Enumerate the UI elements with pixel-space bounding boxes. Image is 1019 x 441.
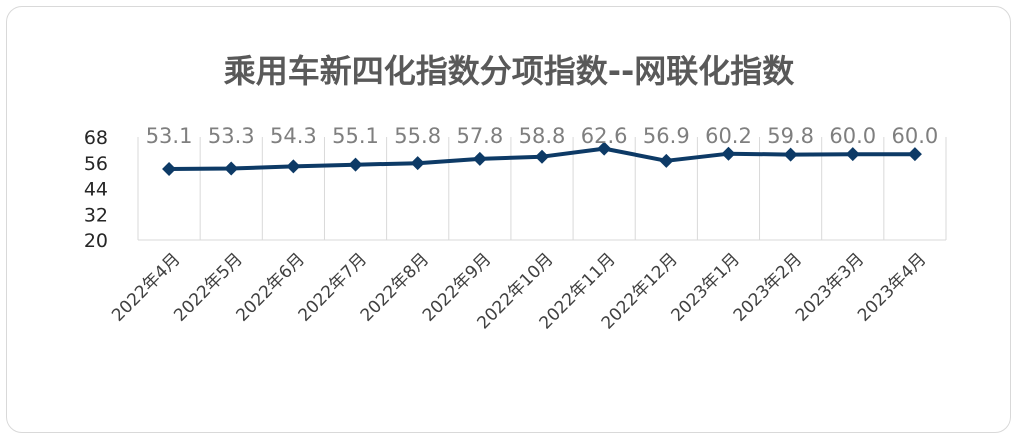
data-label: 55.1 bbox=[332, 124, 379, 148]
data-point-marker bbox=[783, 147, 798, 162]
data-label: 59.8 bbox=[767, 124, 814, 148]
data-point-marker bbox=[224, 161, 239, 176]
data-point-marker bbox=[597, 141, 612, 156]
data-point-marker bbox=[286, 159, 301, 174]
data-point-marker bbox=[659, 153, 674, 168]
data-point-marker bbox=[721, 146, 736, 161]
chart-title: 乘用车新四化指数分项指数--网联化指数 bbox=[224, 52, 796, 90]
y-tick-label: 20 bbox=[84, 230, 108, 252]
data-label: 53.3 bbox=[208, 124, 255, 148]
data-label: 57.8 bbox=[456, 124, 503, 148]
y-tick-label: 56 bbox=[84, 153, 108, 175]
data-labels: 53.1 53.3 54.3 55.1 55.8 57.8 58.8 62.6 56.9 60.2… bbox=[146, 124, 939, 148]
data-point-marker bbox=[845, 147, 860, 162]
series-line-group bbox=[162, 141, 922, 176]
y-tick-label: 32 bbox=[84, 204, 108, 226]
x-axis: 2022年4月2022年5月2022年6月2022年7月2022年8月2022年… bbox=[108, 249, 930, 333]
data-label: 60.0 bbox=[892, 124, 939, 148]
data-label: 58.8 bbox=[519, 124, 566, 148]
y-axis: 20 32 44 56 68 bbox=[84, 127, 108, 252]
data-label: 54.3 bbox=[270, 124, 317, 148]
data-label: 60.2 bbox=[705, 124, 752, 148]
y-tick-label: 44 bbox=[84, 179, 108, 201]
data-label: 55.8 bbox=[394, 124, 441, 148]
chart-frame bbox=[6, 6, 1011, 433]
data-label: 62.6 bbox=[581, 124, 628, 148]
data-point-marker bbox=[907, 147, 922, 162]
data-label: 53.1 bbox=[146, 124, 193, 148]
data-point-marker bbox=[162, 161, 177, 176]
data-point-marker bbox=[472, 151, 487, 166]
data-point-marker bbox=[535, 149, 549, 164]
data-point-marker bbox=[410, 156, 425, 171]
data-point-marker bbox=[348, 157, 363, 172]
data-label: 60.0 bbox=[829, 124, 876, 148]
data-label: 56.9 bbox=[643, 124, 690, 148]
y-tick-label: 68 bbox=[84, 127, 108, 149]
